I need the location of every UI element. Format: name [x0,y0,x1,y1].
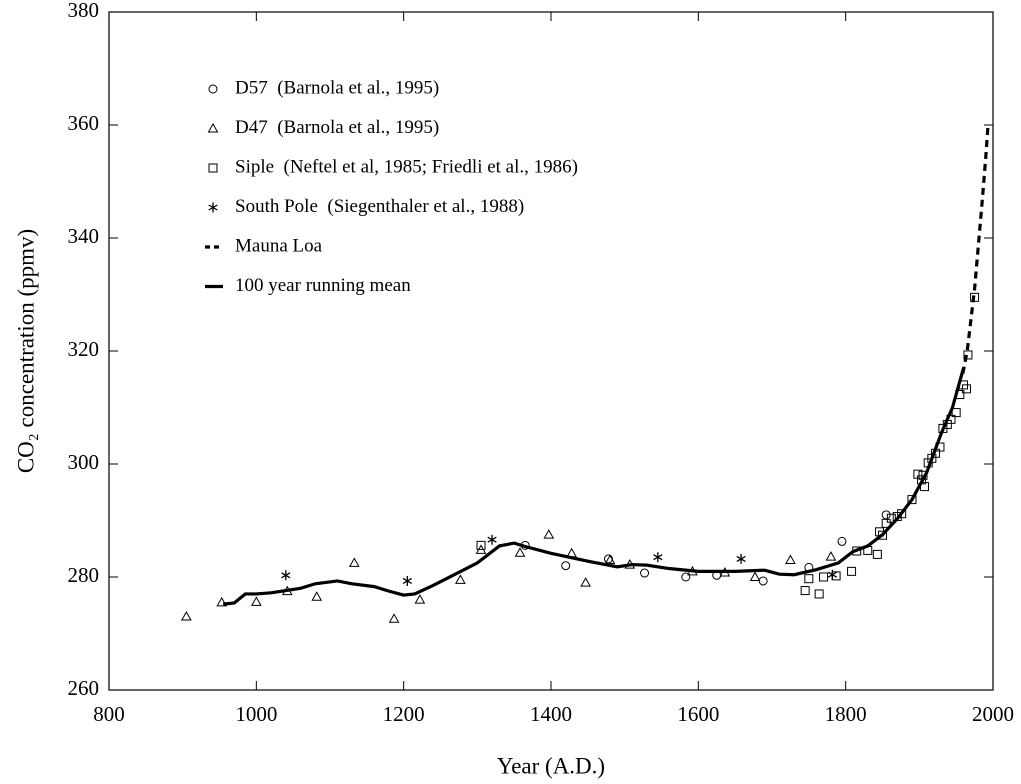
circle-marker [681,572,691,582]
legend-label: 100 year running mean [235,275,411,296]
square-marker [804,574,814,584]
circle-marker [640,568,650,578]
circle-marker [208,84,218,94]
y-tick-label: 280 [68,563,100,587]
triangle-marker [216,596,228,607]
triangle-marker [580,577,591,587]
circle-marker [603,554,613,564]
y-tick-label: 260 [68,676,100,700]
square-marker [897,509,907,519]
square-marker [951,408,961,418]
square-marker [961,384,971,394]
y-tick-label: 380 [68,0,100,22]
y-tick-label: 300 [68,450,100,474]
legend-label: South Pole (Siegenthaler et al., 1988) [235,196,524,217]
y-tick-label: 320 [68,337,100,361]
triangle-marker [604,554,616,565]
square-marker [881,518,891,528]
asterisk-marker [827,569,838,580]
triangle-marker [543,529,555,539]
x-tick-label: 1400 [530,702,572,726]
x-tick-label: 2000 [972,702,1014,726]
asterisk-marker [281,570,291,581]
square-marker [819,572,829,582]
square-marker [814,589,824,599]
plot-frame [108,11,994,691]
y-tick-label: 340 [68,224,100,248]
y-axis-label: CO₂ concentration (ppmv) [13,229,38,473]
asterisk-marker [208,202,218,213]
series-line [223,367,966,606]
square-marker [847,566,857,576]
triangle-marker [785,554,796,565]
circle-marker [881,510,891,520]
triangle-marker [180,611,192,621]
x-tick-label: 1800 [825,702,867,726]
triangle-marker [825,551,837,561]
x-tick-label: 800 [93,702,125,726]
triangle-marker [250,596,262,606]
asterisk-marker [402,575,412,586]
legend-label: Mauna Loa [235,235,323,256]
triangle-marker [311,591,323,601]
square-marker [208,163,218,173]
triangle-marker [348,557,360,567]
square-marker [476,540,486,550]
asterisk-marker [487,534,497,545]
y-tick-label: 360 [68,111,100,135]
legend-label: D57 (Barnola et al., 1995) [235,77,439,98]
triangle-marker [749,571,761,581]
x-tick-label: 1000 [235,702,277,726]
legend-label: Siple (Neftel et al, 1985; Friedli et al… [235,156,578,177]
asterisk-marker [653,552,663,563]
square-marker [878,530,887,540]
triangle-marker [388,613,400,623]
triangle-marker [414,594,426,604]
x-tick-label: 1200 [383,702,425,726]
circle-marker [561,561,571,571]
square-marker [872,549,882,559]
series-line [961,127,990,374]
legend-label: D47 (Barnola et al., 1995) [235,117,439,138]
asterisk-marker [736,553,746,564]
square-marker [963,350,973,360]
square-marker [800,586,810,596]
triangle-marker [455,574,466,584]
square-marker [886,513,896,523]
circle-marker [837,536,847,546]
triangle-marker [207,122,219,133]
triangle-marker [514,547,526,557]
x-axis-label: Year (A.D.) [497,753,605,778]
square-marker [907,495,917,505]
x-tick-label: 1600 [677,702,719,726]
